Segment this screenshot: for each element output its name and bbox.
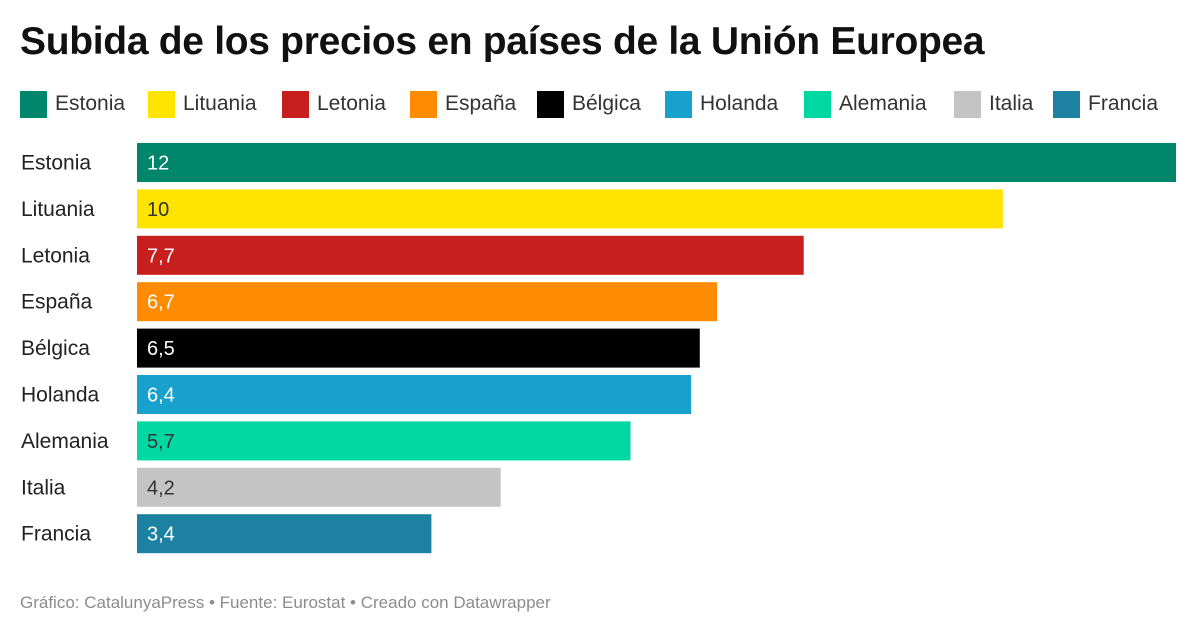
- legend-label: Alemania: [839, 92, 927, 115]
- legend-swatch: [665, 90, 692, 118]
- legend-item: Lituania: [148, 90, 257, 118]
- legend-label: España: [445, 92, 517, 115]
- bar: [137, 143, 1176, 182]
- bar: [137, 235, 804, 275]
- legend-swatch: [804, 90, 831, 118]
- legend-label: Letonia: [317, 92, 386, 115]
- category-label: Italia: [21, 476, 66, 499]
- legend-label: Italia: [989, 92, 1034, 115]
- category-label: Alemania: [21, 430, 109, 453]
- bar: [137, 328, 700, 368]
- legend-item: Bélgica: [537, 90, 641, 118]
- chart-title: Subida de los precios en países de la Un…: [20, 20, 985, 63]
- legend-item: Holanda: [665, 90, 778, 118]
- legend-item: España: [410, 90, 516, 118]
- bar: [137, 375, 692, 414]
- legend-swatch: [537, 90, 564, 118]
- bar-value-label: 10: [147, 199, 169, 221]
- legend-label: Lituania: [183, 92, 257, 115]
- category-label: Lituania: [21, 198, 95, 221]
- chart-footer: Gráfico: CatalunyaPress • Fuente: Eurost…: [20, 593, 551, 612]
- category-label: Holanda: [21, 384, 100, 407]
- bar: [137, 467, 501, 507]
- bar-value-label: 6,7: [147, 292, 175, 314]
- category-label: España: [21, 291, 93, 314]
- legend-label: Bélgica: [572, 92, 641, 115]
- legend-item: Estonia: [20, 90, 125, 118]
- category-label: Bélgica: [21, 337, 90, 360]
- legend-label: Holanda: [700, 92, 779, 115]
- bar: [137, 282, 718, 322]
- legend-swatch: [282, 90, 309, 118]
- legend-item: Alemania: [804, 90, 927, 118]
- bar-value-label: 12: [147, 153, 169, 175]
- legend-item: Francia: [1053, 90, 1158, 118]
- legend-swatch: [410, 90, 437, 118]
- category-label: Francia: [21, 523, 91, 546]
- legend-swatch: [148, 90, 175, 118]
- bar-value-label: 4,2: [147, 477, 175, 499]
- legend-label: Estonia: [55, 92, 126, 115]
- bar-value-label: 6,4: [147, 385, 175, 407]
- bar-value-label: 5,7: [147, 431, 175, 453]
- bar: [137, 421, 631, 461]
- category-label: Letonia: [21, 244, 90, 267]
- bar-chart: Estonia 12 Lituania 10 Letonia 7,7 España 6,7 Bé…: [21, 143, 1176, 554]
- legend-swatch: [20, 90, 47, 118]
- bar-value-label: 6,5: [147, 338, 175, 360]
- legend-label: Francia: [1088, 92, 1159, 115]
- bar-value-label: 7,7: [147, 245, 175, 267]
- legend-item: Letonia: [282, 90, 386, 118]
- bar: [137, 514, 432, 554]
- legend-item: Italia: [954, 90, 1033, 118]
- category-label: Estonia: [21, 152, 91, 175]
- bar-value-label: 3,4: [147, 524, 175, 546]
- bar: [137, 189, 1003, 229]
- legend-swatch: [1053, 90, 1080, 118]
- legend-swatch: [954, 90, 981, 118]
